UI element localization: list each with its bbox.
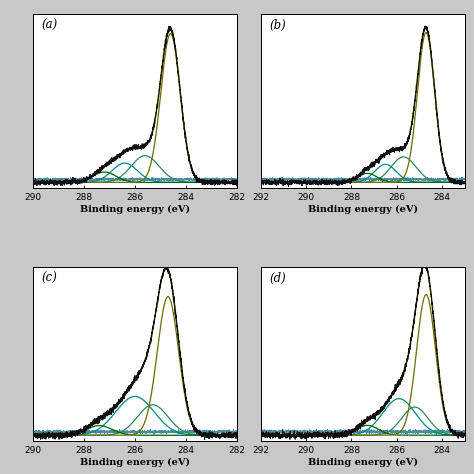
Text: (b): (b) bbox=[269, 19, 286, 32]
Text: (c): (c) bbox=[41, 272, 57, 285]
Text: (d): (d) bbox=[269, 272, 286, 285]
X-axis label: Binding energy (eV): Binding energy (eV) bbox=[308, 457, 418, 466]
X-axis label: Binding energy (eV): Binding energy (eV) bbox=[80, 457, 190, 466]
X-axis label: Binding energy (eV): Binding energy (eV) bbox=[308, 205, 418, 214]
Text: (a): (a) bbox=[41, 19, 57, 32]
X-axis label: Binding energy (eV): Binding energy (eV) bbox=[80, 205, 190, 214]
